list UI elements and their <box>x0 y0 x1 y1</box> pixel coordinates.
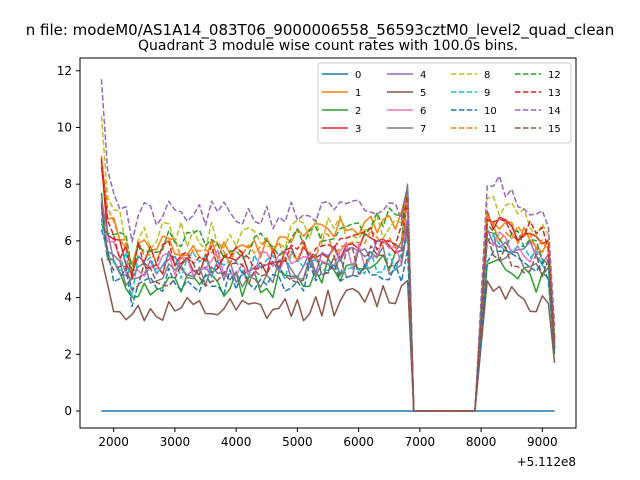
legend-label-5: 5 <box>420 88 426 99</box>
x-tick-label: 3000 <box>160 435 191 449</box>
series-layer <box>100 79 556 412</box>
y-tick-label: 6 <box>64 234 72 248</box>
series-line-4 <box>100 201 556 412</box>
figure-suptitle: n file: modeM0/AS1A14_083T06_9000006558_… <box>26 21 615 40</box>
x-tick-label: 8000 <box>466 435 497 449</box>
legend-label-3: 3 <box>355 124 361 135</box>
legend-label-8: 8 <box>484 70 490 81</box>
series-line-15 <box>100 203 556 412</box>
series-line-7 <box>100 206 556 412</box>
y-tick-label: 12 <box>57 64 72 78</box>
x-tick-label: 5000 <box>282 435 313 449</box>
y-tick-label: 10 <box>57 120 72 134</box>
legend-label-1: 1 <box>355 88 361 99</box>
y-tick-label: 4 <box>64 291 72 305</box>
legend-label-14: 14 <box>548 106 561 117</box>
legend-frame <box>317 62 572 144</box>
y-tick-label: 8 <box>64 177 72 191</box>
x-tick-label: 7000 <box>405 435 436 449</box>
series-line-10 <box>100 229 556 412</box>
legend-label-9: 9 <box>484 88 490 99</box>
plot-frame <box>79 57 577 429</box>
legend-label-15: 15 <box>548 124 561 135</box>
y-tick-label: 2 <box>64 347 72 361</box>
legend-label-12: 12 <box>548 70 561 81</box>
legend-label-0: 0 <box>355 70 361 81</box>
x-tick-label: 9000 <box>527 435 558 449</box>
legend-label-7: 7 <box>420 124 426 135</box>
series-line-14 <box>100 79 556 412</box>
x-tick-label: 2000 <box>98 435 129 449</box>
legend-label-2: 2 <box>355 106 361 117</box>
x-axis: 2000 3000 4000 5000 6000 7000 8000 9000 <box>98 428 558 449</box>
legend-label-4: 4 <box>420 70 426 81</box>
legend-label-11: 11 <box>484 124 497 135</box>
legend-label-10: 10 <box>484 106 497 117</box>
legend-label-6: 6 <box>420 106 426 117</box>
series-line-13 <box>100 158 556 412</box>
x-offset-label: +5.112e8 <box>517 455 576 469</box>
series-line-12 <box>100 186 556 412</box>
series-line-11 <box>100 155 556 412</box>
series-line-8 <box>100 116 556 412</box>
series-line-5 <box>100 257 556 412</box>
y-tick-label: 0 <box>64 404 72 418</box>
y-axis: 0 2 4 6 8 10 12 <box>57 64 80 418</box>
x-tick-label: 4000 <box>221 435 252 449</box>
x-tick-label: 6000 <box>343 435 374 449</box>
legend-label-13: 13 <box>548 88 561 99</box>
chart-title: Quadrant 3 module wise count rates with … <box>138 38 518 54</box>
